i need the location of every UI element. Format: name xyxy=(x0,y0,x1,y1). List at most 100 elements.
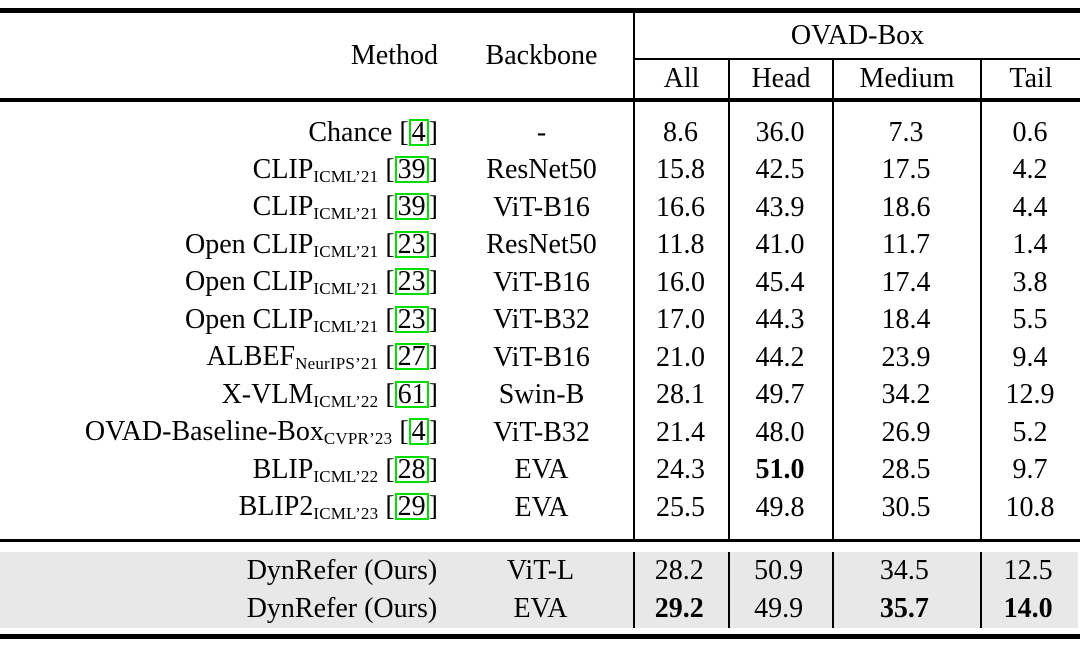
method-cell: OVAD-Baseline-BoxCVPR’23 [4] xyxy=(84,416,438,449)
value-cell-tail: 9.7 xyxy=(1012,454,1048,486)
subcolumn-headers: All Head Medium Tail xyxy=(635,60,1080,98)
table-row: CLIPICML’21 [39] ResNet50 15.8 42.5 17.5 4.2 xyxy=(0,152,1080,190)
group-title: OVAD-Box xyxy=(635,13,1080,60)
venue-subscript: ICML’21 xyxy=(313,241,379,261)
col-header-tail: Tail xyxy=(980,60,1080,98)
venue-subscript: ICML’21 xyxy=(313,166,379,186)
value-cell-head: 44.3 xyxy=(755,304,805,336)
citation-link[interactable]: 23 xyxy=(394,305,429,333)
venue-subscript: ICML’23 xyxy=(313,504,379,524)
value-cell-medium: 18.6 xyxy=(881,191,931,223)
method-cell: Chance [4] xyxy=(308,116,438,148)
value-cell-head: 42.5 xyxy=(755,154,805,186)
venue-subscript: ICML’21 xyxy=(313,279,379,299)
value-cell-tail: 4.2 xyxy=(1012,154,1048,186)
method-cell: Open CLIPICML’21 [23] xyxy=(185,266,438,299)
method-name: CLIP xyxy=(252,191,314,223)
column-divider xyxy=(832,552,834,628)
backbone-cell: ViT-B16 xyxy=(493,266,590,298)
header-bottom-rule xyxy=(0,98,1080,102)
backbone-cell: ResNet50 xyxy=(486,229,597,261)
method-cell: DynRefer (Ours) xyxy=(0,555,439,587)
citation-link[interactable]: 28 xyxy=(394,455,429,483)
backbone-cell: EVA xyxy=(513,593,568,624)
backbone-cell: ViT-B16 xyxy=(493,341,590,373)
backbone-cell: ViT-B32 xyxy=(493,304,590,336)
value-cell-all: 16.0 xyxy=(656,266,705,298)
citation-link[interactable]: 23 xyxy=(394,268,429,296)
venue-subscript: ICML’21 xyxy=(313,204,379,224)
method-name: DynRefer (Ours) xyxy=(246,593,438,624)
value-cell-all: 25.5 xyxy=(656,491,705,523)
table-row: BLIP2ICML’23 [29] EVA 25.5 49.8 30.5 10.8 xyxy=(0,489,1080,527)
value-cell-all: 21.0 xyxy=(656,341,705,373)
value-cell-head: 36.0 xyxy=(755,116,805,148)
method-cell: Open CLIPICML’21 [23] xyxy=(185,303,438,336)
column-divider xyxy=(832,102,834,539)
citation-link[interactable]: 39 xyxy=(394,193,429,221)
table-row: ALBEFNeurIPS’21 [27] ViT-B16 21.0 44.2 23.9 9… xyxy=(0,339,1080,377)
baseline-rows-section: Chance [4] - 8.6 36.0 7.3 0.6 CLIPICML’21 [39]… xyxy=(0,102,1080,539)
value-cell-all: 15.8 xyxy=(656,154,705,186)
method-cell: BLIPICML’22 [28] xyxy=(252,453,438,486)
value-cell-medium: 28.5 xyxy=(881,454,931,486)
venue-subscript: ICML’22 xyxy=(313,466,379,486)
method-name: DynRefer (Ours) xyxy=(246,555,438,586)
value-cell-all: 29.2 xyxy=(654,593,704,624)
backbone-cell: EVA xyxy=(514,491,569,523)
value-cell-all: 8.6 xyxy=(663,116,698,148)
citation-link[interactable]: 4 xyxy=(408,118,429,146)
value-cell-tail: 14.0 xyxy=(1003,593,1053,624)
column-divider xyxy=(633,102,635,539)
value-cell-medium: 30.5 xyxy=(881,491,931,523)
value-cell-head: 45.4 xyxy=(755,266,805,298)
backbone-cell: ViT-L xyxy=(506,555,575,586)
method-name: OVAD-Baseline-Box xyxy=(84,416,324,448)
citation-link[interactable]: 27 xyxy=(394,343,429,371)
value-cell-medium: 23.9 xyxy=(881,341,931,373)
value-cell-head: 49.8 xyxy=(755,491,805,523)
method-cell: ALBEFNeurIPS’21 [27] xyxy=(206,341,438,374)
value-cell-tail: 10.8 xyxy=(1005,491,1055,523)
citation-link[interactable]: 39 xyxy=(394,155,429,183)
table-row: Open CLIPICML’21 [23] ViT-B16 16.0 45.4 17.4… xyxy=(0,264,1080,302)
table-row: DynRefer (Ours) ViT-L 28.2 50.9 34.5 12.5 xyxy=(0,552,1078,590)
table-row: Open CLIPICML’21 [23] ViT-B32 17.0 44.3 18.4… xyxy=(0,302,1080,340)
method-name: Open CLIP xyxy=(185,228,314,260)
table-row: Open CLIPICML’21 [23] ResNet50 11.8 41.0 11.… xyxy=(0,227,1080,265)
citation-link[interactable]: 23 xyxy=(394,230,429,258)
col-header-medium: Medium xyxy=(832,60,980,98)
citation-link[interactable]: 29 xyxy=(394,493,429,521)
backbone-cell: ResNet50 xyxy=(486,154,597,186)
table-row: X-VLMICML’22 [61] Swin-B 28.1 49.7 34.2 12.9 xyxy=(0,377,1080,415)
method-cell: Open CLIPICML’21 [23] xyxy=(185,228,438,261)
column-divider xyxy=(633,552,635,628)
value-cell-head: 41.0 xyxy=(755,229,805,261)
table-top-rule xyxy=(0,8,1080,13)
value-cell-tail: 3.8 xyxy=(1012,266,1048,298)
value-cell-all: 28.1 xyxy=(656,379,705,411)
method-name: BLIP xyxy=(252,453,314,485)
method-name: ALBEF xyxy=(206,341,296,373)
value-cell-medium: 7.3 xyxy=(888,116,924,148)
backbone-cell: - xyxy=(536,116,547,148)
method-name: CLIP xyxy=(252,153,314,185)
citation-link[interactable]: 4 xyxy=(408,418,429,446)
value-cell-medium: 34.2 xyxy=(881,379,931,411)
method-cell: X-VLMICML’22 [61] xyxy=(221,378,438,411)
value-cell-medium: 17.5 xyxy=(881,154,931,186)
method-name: BLIP2 xyxy=(238,491,314,523)
value-cell-tail: 9.4 xyxy=(1012,341,1048,373)
venue-subscript: CVPR’23 xyxy=(323,429,393,449)
method-cell: CLIPICML’21 [39] xyxy=(252,191,438,224)
citation-link[interactable]: 61 xyxy=(394,380,429,408)
value-cell-tail: 5.2 xyxy=(1012,416,1048,448)
value-cell-medium: 17.4 xyxy=(881,266,931,298)
column-divider xyxy=(728,102,730,539)
column-divider xyxy=(980,552,982,628)
venue-subscript: ICML’22 xyxy=(313,391,379,411)
value-cell-medium: 34.5 xyxy=(879,555,929,586)
value-cell-all: 24.3 xyxy=(656,454,705,486)
value-cell-tail: 1.4 xyxy=(1012,229,1048,261)
table-bottom-rule xyxy=(0,634,1080,639)
